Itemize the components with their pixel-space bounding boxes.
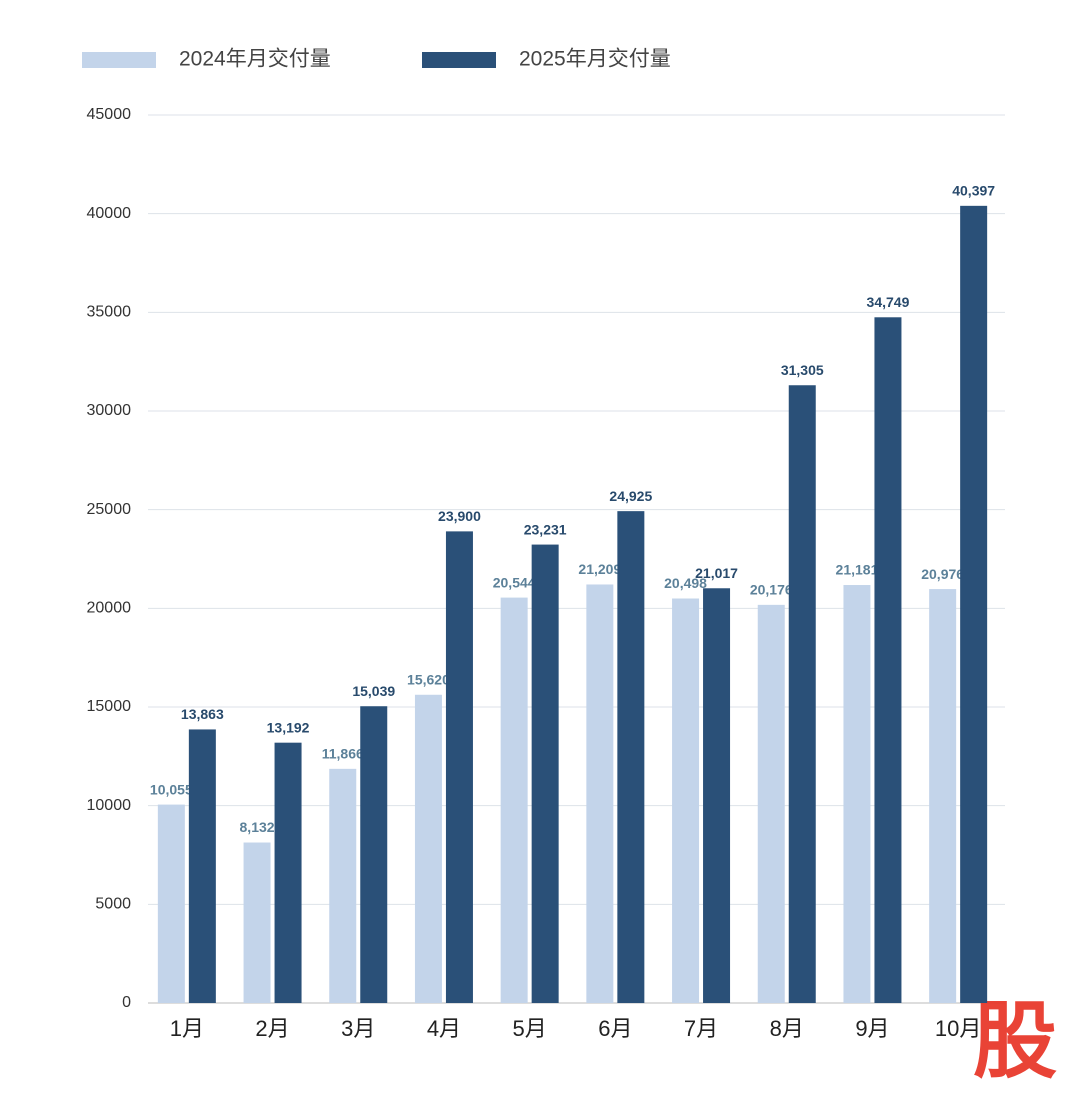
value-label: 40,397: [952, 183, 995, 199]
bar: [243, 842, 271, 1003]
bar: [274, 742, 302, 1003]
bar: [757, 604, 785, 1003]
value-label: 21,181: [836, 562, 879, 578]
x-tick-label: 2月: [255, 1016, 289, 1041]
value-label: 15,039: [352, 683, 395, 699]
x-tick-label: 5月: [513, 1016, 547, 1041]
value-label: 20,976: [921, 566, 964, 582]
value-label: 13,863: [181, 706, 224, 722]
y-tick-label: 5000: [95, 896, 131, 913]
y-tick-label: 15000: [87, 698, 132, 715]
legend-swatch: [82, 52, 156, 68]
value-label: 15,620: [407, 671, 450, 687]
bar: [617, 511, 645, 1003]
value-label: 11,866: [322, 746, 364, 762]
value-label: 24,925: [609, 488, 652, 504]
y-tick-label: 30000: [87, 402, 132, 419]
value-label: 20,544: [493, 574, 536, 590]
value-label: 23,900: [438, 508, 481, 524]
bar: [703, 588, 731, 1003]
y-tick-label: 0: [122, 994, 131, 1011]
y-tick-label: 25000: [87, 501, 132, 518]
x-tick-label: 7月: [684, 1016, 718, 1041]
bar: [843, 585, 871, 1003]
legend-swatch: [422, 52, 496, 68]
x-tick-label: 6月: [598, 1016, 632, 1041]
value-label: 31,305: [781, 362, 824, 378]
bar: [788, 385, 816, 1003]
y-tick-label: 40000: [87, 205, 132, 222]
x-tick-label: 3月: [341, 1016, 375, 1041]
bar: [157, 804, 185, 1003]
bar: [329, 768, 357, 1003]
y-tick-label: 45000: [87, 106, 132, 123]
bar: [188, 729, 216, 1003]
y-tick-label: 20000: [87, 600, 132, 617]
bar: [445, 531, 473, 1003]
bar: [360, 706, 388, 1003]
value-label: 21,209: [578, 561, 621, 577]
value-label: 23,231: [524, 521, 567, 537]
bar: [531, 544, 559, 1003]
x-tick-label: 8月: [770, 1016, 804, 1041]
x-tick-label: 4月: [427, 1016, 461, 1041]
value-label: 10,055: [150, 781, 193, 797]
x-tick-label: 10月: [935, 1016, 981, 1041]
value-label: 8,132: [240, 819, 275, 835]
bar: [586, 584, 614, 1003]
y-tick-label: 35000: [87, 304, 132, 321]
bar: [960, 205, 988, 1004]
value-label: 13,192: [267, 719, 310, 735]
x-tick-label: 1月: [170, 1016, 204, 1041]
bar: [672, 598, 700, 1003]
value-label: 20,176: [750, 582, 793, 598]
value-label: 34,749: [867, 294, 910, 310]
legend-label: 2024年月交付量: [179, 48, 331, 71]
bar: [929, 589, 957, 1003]
bar: [500, 597, 528, 1003]
bar: [414, 694, 442, 1003]
x-tick-label: 9月: [855, 1016, 889, 1041]
legend-label: 2025年月交付量: [519, 48, 671, 71]
y-tick-label: 10000: [87, 797, 132, 814]
bar: [874, 317, 902, 1004]
value-label: 20,498: [664, 575, 707, 591]
value-label: 21,017: [695, 565, 738, 581]
watermark: 股: [973, 994, 1057, 1088]
